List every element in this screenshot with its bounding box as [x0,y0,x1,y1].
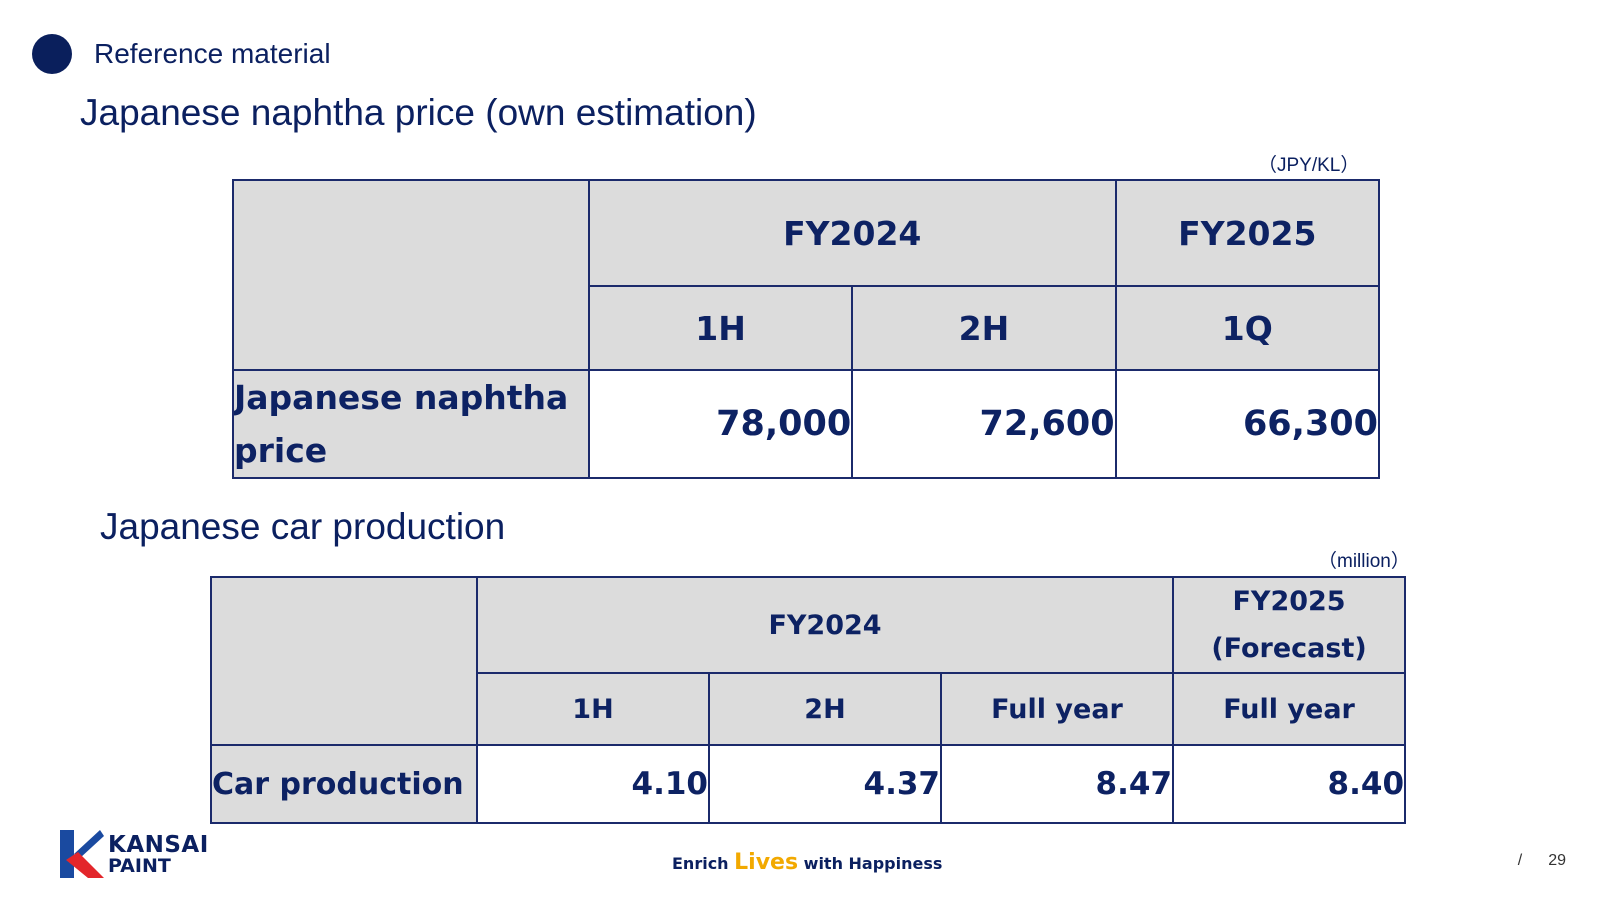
logo-line1: KANSAI [108,832,209,858]
section-label: Reference material [94,38,331,69]
car-col-header: 2H [708,672,942,746]
kansai-paint-logo: KANSAI PAINT [60,830,209,878]
tagline-highlight: Lives [734,850,799,875]
car-col-header: Full year [939,672,1175,746]
naphtha-group-header: FY2025 [1114,179,1381,287]
naphtha-group-header: FY2024 [587,179,1117,287]
car-unit: （million） [1318,551,1410,572]
section-header: Reference material [32,34,331,74]
car-value: 4.37 [708,744,942,824]
car-corner-cell [210,576,478,746]
car-col-header: Full year [1172,672,1407,746]
naphtha-row-label: Japanese naphtha price [232,369,590,479]
naphtha-col-header: 1Q [1114,285,1381,371]
car-row-label: Car production [210,744,478,824]
tagline-pre: Enrich [672,854,729,873]
naphtha-col-header: 2H [851,285,1117,371]
naphtha-value: 66,300 [1114,369,1381,479]
car-title: Japanese car production [100,506,506,547]
car-value: 8.40 [1172,744,1407,824]
naphtha-value: 72,600 [851,369,1117,479]
car-value: 8.47 [939,744,1175,824]
car-production-table: FY2024 FY2025 (Forecast) 1H 2H Full year… [210,576,1407,824]
naphtha-unit: （JPY/KL） [1258,155,1360,176]
naphtha-title: Japanese naphtha price (own estimation) [80,92,757,133]
naphtha-table: FY2024 FY2025 1H 2H 1Q Japanese naphtha … [232,179,1381,479]
page-number-block: / 29 [1518,852,1566,870]
naphtha-value: 78,000 [587,369,854,479]
page-slash: / [1517,852,1523,869]
car-group-header: FY2025 (Forecast) [1172,576,1407,674]
logo-line2: PAINT [108,855,171,877]
bullet-dot-icon [32,34,72,74]
car-col-header: 1H [476,672,710,746]
car-group-header: FY2024 [475,576,1175,674]
tagline-post: with Happiness [803,854,943,873]
tagline: Enrich Lives with Happiness [672,850,942,875]
car-value: 4.10 [476,744,710,824]
naphtha-corner-cell [232,179,590,371]
naphtha-col-header: 1H [587,285,854,371]
kansai-k-mark-icon [60,830,104,878]
page-number: 29 [1548,852,1566,869]
